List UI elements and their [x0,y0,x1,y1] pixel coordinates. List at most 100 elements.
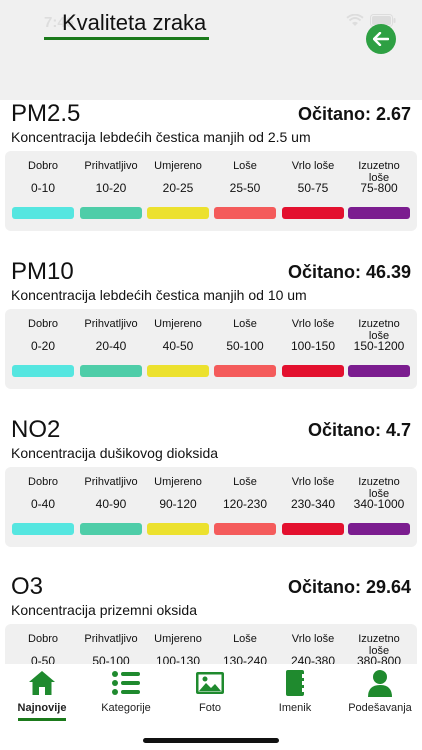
pollutant-description: Koncentracija prizemni oksida [11,602,197,618]
level-label: Vrlo loše [291,318,335,330]
status-time: 7:46 [44,14,75,31]
level-color-bar [282,523,344,535]
status-icons [346,14,396,27]
tab-label: Foto [198,702,221,714]
active-tab-indicator [18,718,66,721]
level-range: 340-1000 [353,497,405,511]
level-label: Prihvatljivo [84,476,138,488]
level-color-bar [80,365,142,377]
level-color-bar [214,365,276,377]
level-label: Loše [233,160,257,172]
level-color-bar [147,207,209,219]
header: Kvaliteta zraka [0,0,422,46]
tab-label: Kategorije [101,702,151,714]
level-label: Vrlo loše [291,633,335,645]
level-color-bar [80,207,142,219]
level-label: Vrlo loše [291,476,335,488]
level-label: Vrlo loše [291,160,335,172]
level-scale: Dobro 0-20 Prihvatljivo 20-40 Umjereno 40-5… [5,309,417,389]
level-color-bar [282,207,344,219]
level-color-bar [348,365,410,377]
pollutant-section-pm10: PM10 Očitano: 46.39 Koncentracija lebdeć… [0,258,422,418]
level-color-bar [12,523,74,535]
level-color-bar [214,207,276,219]
level-label: Dobro [28,318,58,330]
level-color-bar [147,365,209,377]
level-range: 75-800 [360,181,398,195]
level-label: Prihvatljivo [84,318,138,330]
level-range: 50-100 [226,339,264,353]
image-icon [196,672,224,694]
tab-label: Imenik [278,702,312,714]
tab-photo[interactable]: Foto [168,664,252,724]
pollutant-reading: Očitano: 46.39 [287,262,411,282]
level-range: 40-90 [95,497,127,511]
back-button[interactable] [366,24,396,54]
tab-bar: Najnovije Kategorije Foto Imenik [0,664,422,750]
pollutant-reading: Očitano: 29.64 [287,577,411,597]
level-color-bar [214,523,276,535]
tab-label: Podešavanja [348,702,412,714]
tab-directory[interactable]: Imenik [253,664,337,724]
pollutant-description: Koncentracija lebdećih čestica manjih od… [11,287,307,303]
level-label: Dobro [28,160,58,172]
home-icon [29,671,55,695]
level-color-bar [80,523,142,535]
level-range: 25-50 [229,181,261,195]
list-icon [112,671,140,695]
tab-label: Najnovije [17,702,67,714]
level-label: Loše [233,318,257,330]
level-range: 50-75 [297,181,329,195]
level-range: 20-25 [162,181,194,195]
tab-settings[interactable]: Podešavanja [338,664,422,724]
level-range: 40-50 [162,339,194,353]
level-label: Prihvatljivo [84,633,138,645]
wifi-icon [346,14,364,26]
level-label: Umjereno [154,633,202,645]
level-range: 0-40 [30,497,56,511]
home-indicator[interactable] [143,738,279,743]
pollutant-reading: Očitano: 4.7 [307,420,411,440]
level-range: 0-10 [30,181,56,195]
level-label: Izuzetno loše [358,318,400,342]
level-color-bar [348,523,410,535]
level-label: Loše [233,633,257,645]
pollutant-name: PM2.5 [11,100,81,127]
pollutant-name: PM10 [11,258,74,285]
level-range: 230-340 [290,497,336,511]
level-range: 90-120 [159,497,197,511]
level-scale: Dobro 0-10 Prihvatljivo 10-20 Umjereno 20-2… [5,151,417,231]
contacts-book-icon [286,670,305,696]
level-color-bar [282,365,344,377]
pollutant-description: Koncentracija lebdećih čestica manjih od… [11,129,311,145]
pollutant-name: NO2 [11,416,61,443]
level-label: Izuzetno loše [358,160,400,184]
level-label: Izuzetno loše [358,476,400,500]
title-underline [44,37,209,40]
level-label: Prihvatljivo [84,160,138,172]
level-range: 100-150 [290,339,336,353]
level-color-bar [12,207,74,219]
level-label: Dobro [28,476,58,488]
level-range: 10-20 [95,181,127,195]
status-bar: 7:46 [0,0,422,44]
level-label: Umjereno [154,160,202,172]
level-label: Loše [233,476,257,488]
user-icon [368,670,392,697]
tab-latest[interactable]: Najnovije [0,664,84,724]
tab-categories[interactable]: Kategorije [84,664,168,724]
level-range: 20-40 [95,339,127,353]
level-color-bar [12,365,74,377]
arrow-left-icon [373,32,389,46]
pollutant-description: Koncentracija dušikovog dioksida [11,445,219,461]
level-range: 120-230 [222,497,268,511]
page-title: Kvaliteta zraka [62,10,207,35]
level-label: Izuzetno loše [358,633,400,657]
level-label: Umjereno [154,318,202,330]
level-color-bar [348,207,410,219]
level-range: 0-20 [30,339,56,353]
pollutant-reading: Očitano: 2.67 [297,104,411,124]
level-label: Dobro [28,633,58,645]
pollutant-name: O3 [11,573,44,600]
pollutant-section-pm25: PM2.5 Očitano: 2.67 Koncentracija lebdeć… [0,100,422,260]
